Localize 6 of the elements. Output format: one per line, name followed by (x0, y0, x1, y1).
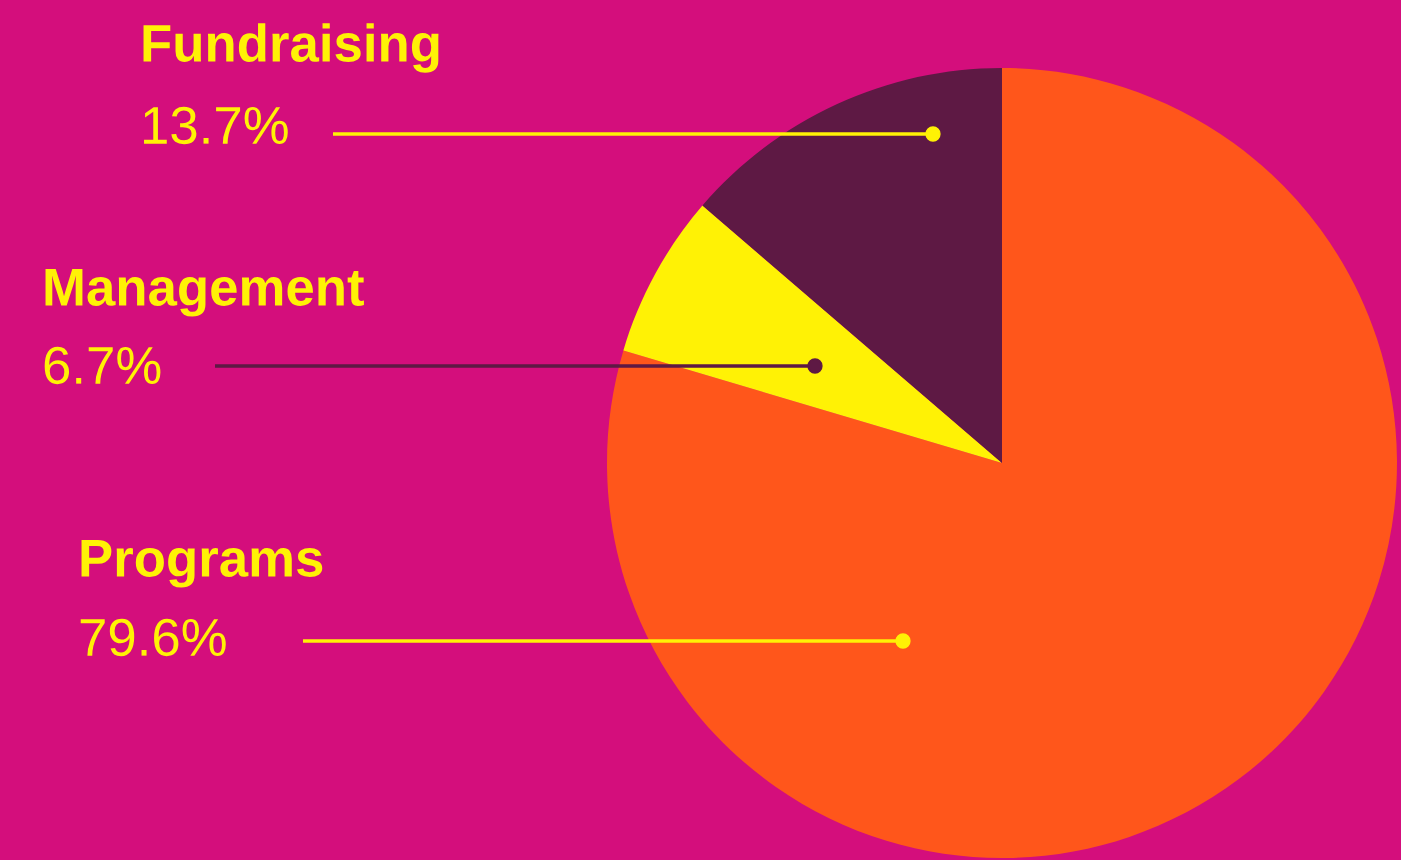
data-label: 6.7% (44, 346, 161, 385)
data-label: 79.6% (80, 618, 226, 657)
slice-label: Management (45, 269, 364, 317)
slice-label: Fundraising (143, 23, 439, 73)
slice-label: Programs (81, 540, 323, 588)
data-label: 13.7% (144, 106, 288, 145)
